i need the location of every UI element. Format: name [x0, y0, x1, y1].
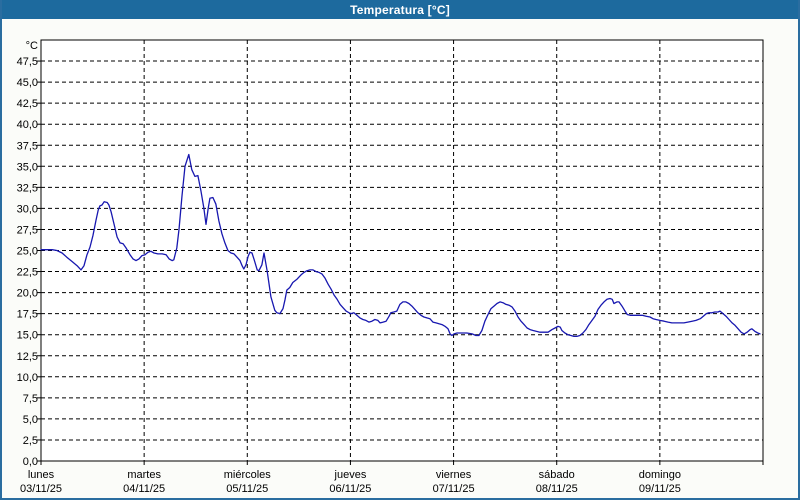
y-tick-label: 47,5 [17, 56, 38, 68]
chart-title: Temperatura [°C] [350, 2, 450, 17]
x-day-label: domingo [639, 469, 681, 481]
y-tick-label: 0,0 [23, 456, 38, 468]
y-axis-unit-label: °C [26, 40, 38, 52]
y-tick-label: 25,0 [17, 246, 38, 258]
y-tick-label: 17,5 [17, 309, 38, 321]
y-tick-label: 2,5 [23, 435, 38, 447]
y-tick-label: 22,5 [17, 267, 38, 279]
x-date-label: 05/11/25 [226, 483, 268, 495]
y-tick-label: 27,5 [17, 224, 38, 236]
x-date-label: 07/11/25 [433, 483, 475, 495]
y-tick-label: 10,0 [17, 372, 38, 384]
x-day-label: miércoles [224, 469, 272, 481]
y-tick-label: 45,0 [17, 77, 38, 89]
y-tick-label: 42,5 [17, 98, 38, 110]
plot-border [40, 39, 764, 462]
y-tick-label: 37,5 [17, 140, 38, 152]
x-date-label: 03/11/25 [20, 483, 62, 495]
y-tick-label: 32,5 [17, 182, 38, 194]
y-tick-label: 40,0 [17, 119, 38, 131]
y-tick-label: 5,0 [23, 414, 38, 426]
x-date-label: 04/11/25 [123, 483, 165, 495]
y-tick-label: 15,0 [17, 330, 38, 342]
x-day-label: sábado [539, 469, 575, 481]
x-day-label: jueves [334, 469, 367, 481]
x-day-label: viernes [436, 469, 472, 481]
x-date-label: 09/11/25 [639, 483, 681, 495]
x-day-label: martes [127, 469, 161, 481]
y-tick-label: 30,0 [17, 203, 38, 215]
y-tick-label: 7,5 [23, 393, 38, 405]
x-date-label: 08/11/25 [536, 483, 578, 495]
x-day-label: lunes [28, 469, 55, 481]
y-tick-label: 35,0 [17, 161, 38, 173]
y-tick-label: 12,5 [17, 351, 38, 363]
window-titlebar: Temperatura [°C] [2, 0, 798, 19]
x-date-label: 06/11/25 [329, 483, 371, 495]
temperature-line [40, 153, 761, 338]
y-tick-label: 20,0 [17, 288, 38, 300]
